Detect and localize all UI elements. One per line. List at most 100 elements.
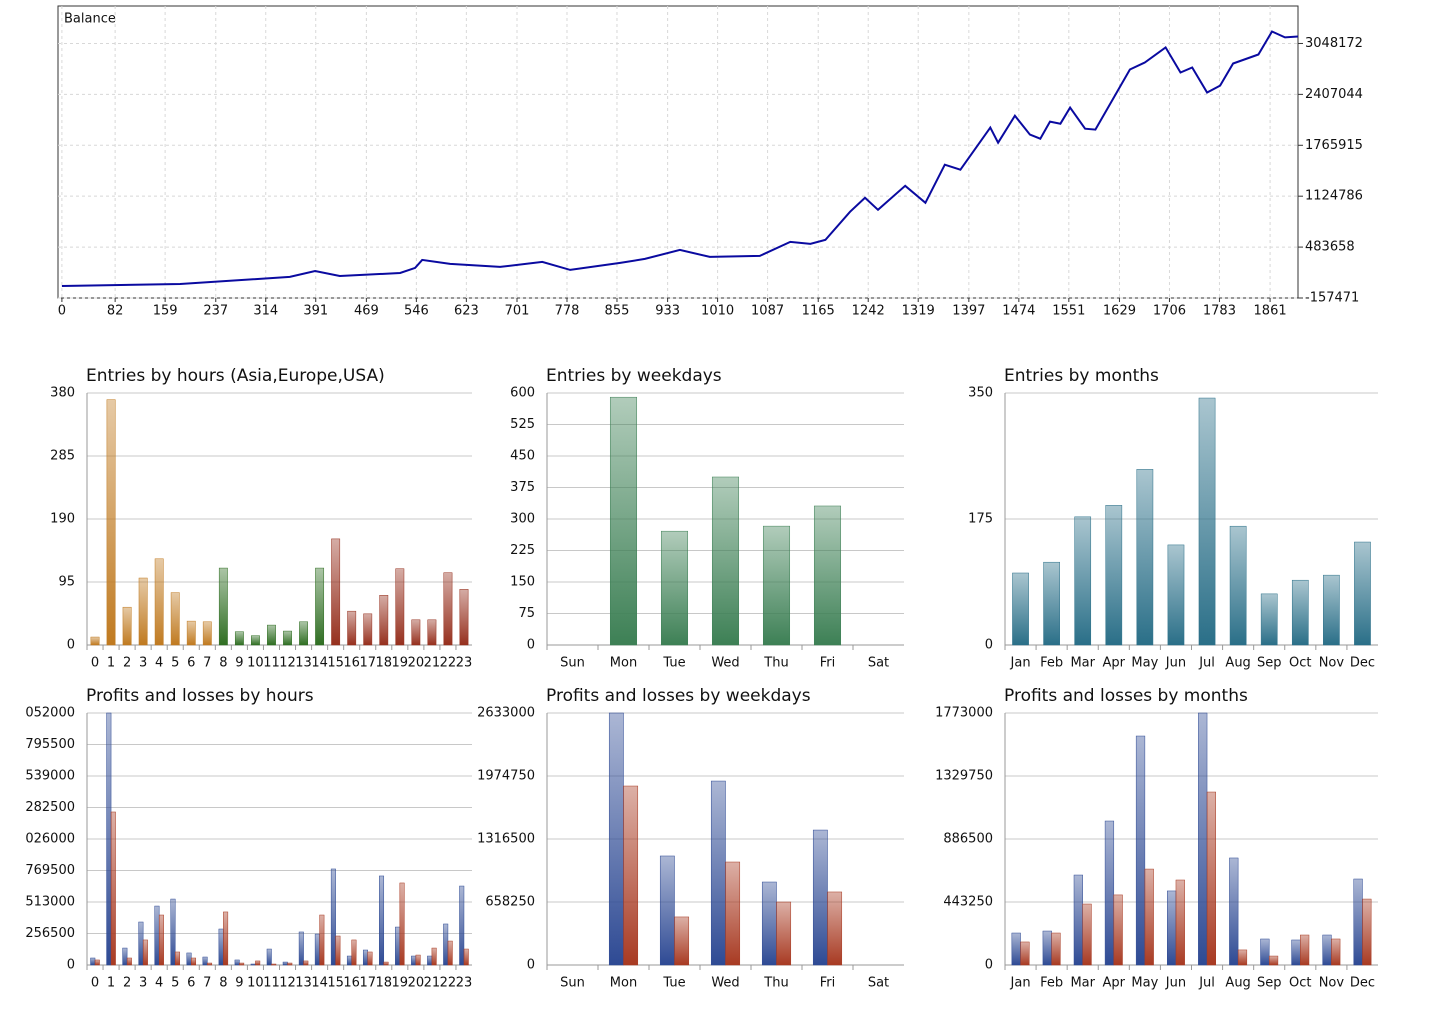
x-tick-label: Wed bbox=[711, 976, 739, 991]
chart-title: Entries by hours (Asia,Europe,USA) bbox=[86, 366, 385, 386]
y-tick-label: 052000 bbox=[25, 706, 75, 721]
bar bbox=[267, 624, 276, 646]
bar bbox=[1144, 868, 1154, 966]
bar bbox=[427, 955, 433, 966]
bar bbox=[346, 955, 352, 966]
y-tick-label: 0 bbox=[67, 638, 75, 653]
x-tick-label: 1087 bbox=[751, 304, 784, 319]
bar bbox=[447, 940, 453, 966]
x-tick-label: 4 bbox=[155, 656, 163, 671]
bar bbox=[1074, 516, 1092, 646]
bar bbox=[1175, 879, 1185, 966]
x-tick-label: 623 bbox=[454, 304, 479, 319]
y-tick-label: 1765915 bbox=[1305, 138, 1363, 153]
bar bbox=[1260, 938, 1270, 966]
x-tick-label: 10 bbox=[247, 976, 264, 991]
x-tick-label: 17 bbox=[359, 976, 376, 991]
x-tick-label: Apr bbox=[1103, 976, 1126, 991]
x-tick-label: 0 bbox=[58, 304, 66, 319]
x-tick-label: Oct bbox=[1289, 656, 1311, 671]
x-tick-label: 0 bbox=[91, 976, 99, 991]
y-tick-label: 0 bbox=[67, 958, 75, 973]
x-tick-label: 855 bbox=[605, 304, 630, 319]
x-tick-label: Mar bbox=[1070, 976, 1095, 991]
x-tick-label: May bbox=[1131, 656, 1158, 671]
x-tick-label: 6 bbox=[187, 656, 195, 671]
bar bbox=[282, 961, 288, 966]
y-tick-label: -157471 bbox=[1305, 291, 1359, 306]
bar bbox=[218, 567, 228, 646]
x-tick-label: Mon bbox=[610, 976, 637, 991]
bar bbox=[122, 606, 132, 646]
y-tick-label: 0 bbox=[527, 958, 535, 973]
y-tick-label: 350 bbox=[968, 386, 993, 401]
x-tick-label: 21 bbox=[424, 656, 441, 671]
bar bbox=[223, 911, 229, 966]
x-tick-label: 1783 bbox=[1203, 304, 1236, 319]
bar bbox=[415, 954, 421, 966]
bar bbox=[90, 636, 100, 646]
y-tick-label: 300 bbox=[510, 512, 535, 527]
x-tick-label: Oct bbox=[1289, 976, 1311, 991]
bar bbox=[725, 861, 741, 966]
x-tick-label: Fri bbox=[820, 976, 836, 991]
bar bbox=[330, 868, 336, 966]
x-tick-label: 11 bbox=[263, 656, 280, 671]
x-tick-label: Feb bbox=[1040, 656, 1063, 671]
y-tick-label: 3048172 bbox=[1305, 36, 1363, 51]
y-tick-label: 450 bbox=[510, 449, 535, 464]
y-tick-label: 600 bbox=[510, 386, 535, 401]
bar bbox=[1012, 572, 1029, 646]
bar bbox=[234, 631, 244, 646]
x-tick-label: Sun bbox=[560, 656, 585, 671]
x-tick-label: 3 bbox=[139, 976, 147, 991]
y-tick-label: 525 bbox=[510, 417, 535, 432]
bar bbox=[362, 949, 368, 966]
x-tick-label: 1706 bbox=[1153, 304, 1186, 319]
bar bbox=[331, 538, 341, 646]
x-tick-label: Tue bbox=[662, 656, 685, 671]
x-tick-label: Mar bbox=[1070, 656, 1095, 671]
x-tick-label: 20 bbox=[408, 976, 425, 991]
x-tick-label: 469 bbox=[354, 304, 379, 319]
bar bbox=[299, 621, 308, 646]
bar bbox=[138, 921, 144, 966]
x-tick-label: 778 bbox=[555, 304, 580, 319]
bar bbox=[363, 613, 373, 646]
bar bbox=[251, 635, 260, 646]
bar bbox=[463, 948, 469, 966]
bar bbox=[1011, 932, 1021, 966]
y-tick-label: 1329750 bbox=[935, 769, 993, 784]
bar bbox=[411, 955, 417, 966]
bar bbox=[170, 898, 176, 966]
y-tick-label: 95 bbox=[58, 575, 75, 590]
chart-title: Entries by weekdays bbox=[546, 366, 722, 386]
y-tick-label: 539000 bbox=[25, 769, 75, 784]
bar bbox=[158, 914, 164, 966]
x-tick-label: 5 bbox=[171, 976, 179, 991]
bar bbox=[303, 960, 309, 966]
y-tick-label: 026000 bbox=[25, 832, 75, 847]
chart-title: Profits and losses by months bbox=[1004, 686, 1248, 706]
x-tick-label: Thu bbox=[763, 656, 788, 671]
x-tick-label: Sun bbox=[560, 976, 585, 991]
x-tick-label: 15 bbox=[327, 976, 344, 991]
bar bbox=[1362, 898, 1372, 966]
x-tick-label: 19 bbox=[392, 976, 409, 991]
x-tick-label: 1319 bbox=[902, 304, 935, 319]
chart-title: Entries by months bbox=[1004, 366, 1159, 386]
balance-line bbox=[61, 30, 1299, 287]
y-tick-label: 795500 bbox=[25, 737, 75, 752]
bar bbox=[1167, 890, 1177, 966]
x-tick-label: Aug bbox=[1225, 656, 1250, 671]
x-tick-label: 18 bbox=[375, 976, 392, 991]
bar bbox=[443, 923, 449, 966]
x-tick-label: Nov bbox=[1319, 656, 1345, 671]
bar bbox=[319, 914, 325, 966]
bar bbox=[218, 928, 224, 966]
y-tick-label: 380 bbox=[50, 386, 75, 401]
bar bbox=[1082, 903, 1092, 966]
bar bbox=[1354, 541, 1371, 646]
x-tick-label: Dec bbox=[1350, 656, 1375, 671]
